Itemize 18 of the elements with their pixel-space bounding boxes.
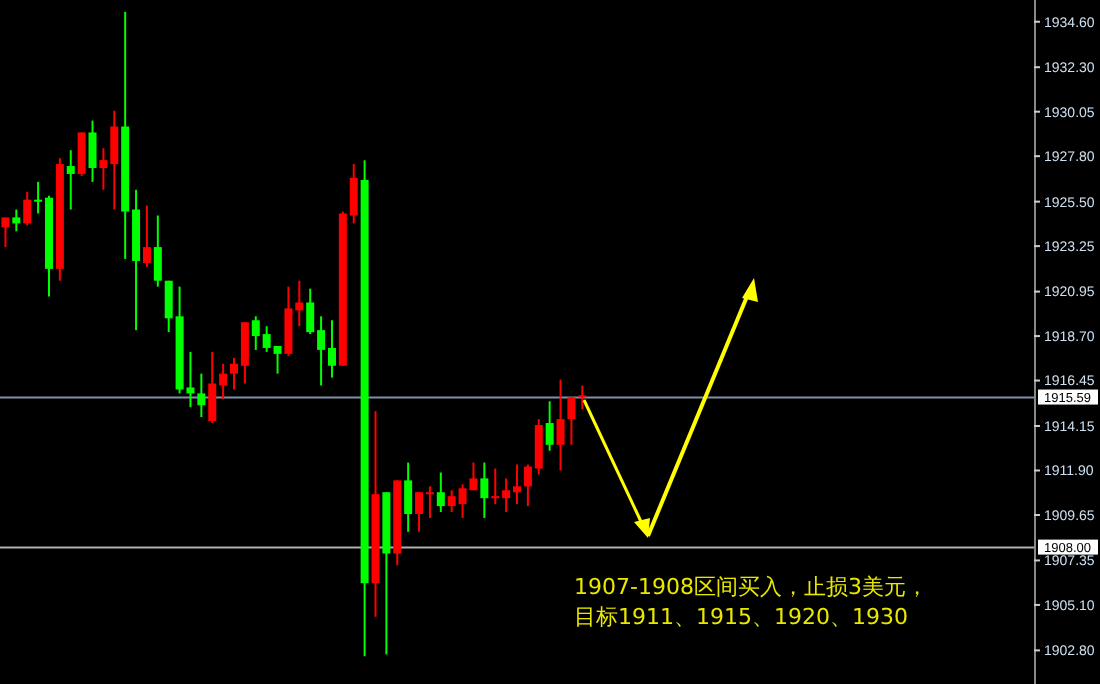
candlestick xyxy=(567,396,576,446)
candlestick xyxy=(556,378,565,472)
candlestick xyxy=(153,214,162,288)
candlestick xyxy=(77,131,86,177)
candlestick xyxy=(88,119,97,183)
candlestick xyxy=(1,216,10,249)
candlestick xyxy=(66,149,75,211)
candlestick xyxy=(545,400,554,452)
candlestick xyxy=(197,372,206,419)
candlestick xyxy=(404,461,413,533)
candlestick xyxy=(23,190,32,227)
candlestick xyxy=(436,471,445,514)
candlestick xyxy=(12,208,21,233)
annotation: 目标1911、1915、1920、1930 xyxy=(574,604,908,630)
candlestick xyxy=(480,461,489,519)
candlestick xyxy=(578,384,587,411)
candlestick xyxy=(142,204,151,268)
annotation: 1907-1908区间买入，止损3美元， xyxy=(574,574,928,600)
